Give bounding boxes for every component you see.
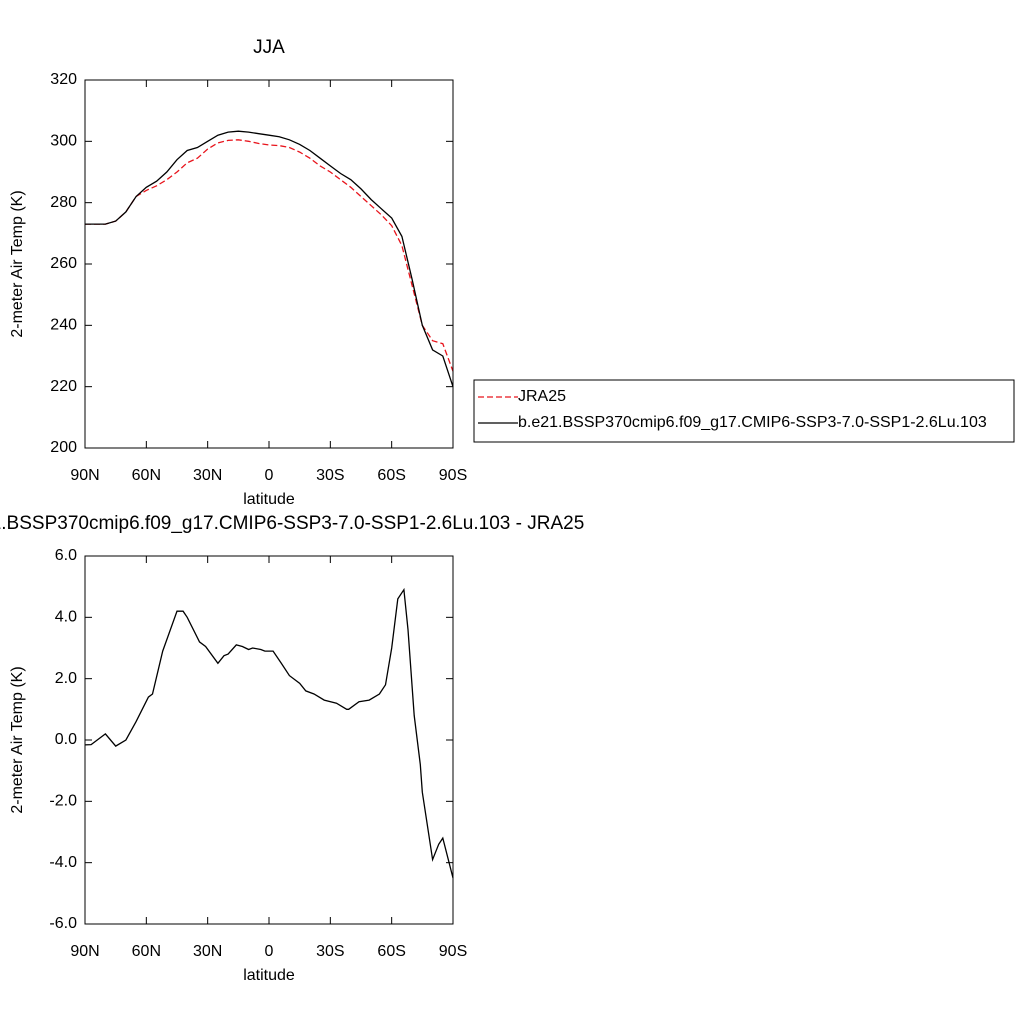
x-tick-label: 30S xyxy=(316,467,344,484)
x-tick-label: 60N xyxy=(132,467,161,484)
chart-title: b.e21.BSSP370cmip6.f09_g17.CMIP6-SSP3-7.… xyxy=(0,513,584,534)
y-tick-label: -4.0 xyxy=(49,854,77,871)
y-axis-label: 2-meter Air Temp (K) xyxy=(9,666,26,813)
x-tick-label: 0 xyxy=(265,467,274,484)
plot-frame xyxy=(84,79,454,449)
x-axis-label: latitude xyxy=(243,491,295,508)
legend-label: b.e21.BSSP370cmip6.f09_g17.CMIP6-SSP3-7.… xyxy=(518,414,987,431)
x-tick-label: 90S xyxy=(439,467,467,484)
y-tick-label: 320 xyxy=(50,71,77,88)
y-tick-label: 4.0 xyxy=(55,609,77,626)
data-line xyxy=(85,130,454,387)
y-tick-label: 6.0 xyxy=(55,547,77,564)
x-tick-label: 60S xyxy=(377,943,405,960)
x-tick-label: 60N xyxy=(132,943,161,960)
y-tick-label: -6.0 xyxy=(49,915,77,932)
x-tick-label: 30N xyxy=(193,943,222,960)
x-tick-label: 30N xyxy=(193,467,222,484)
chart-title: JJA xyxy=(253,37,285,58)
y-tick-label: 280 xyxy=(50,194,77,211)
y-tick-label: 260 xyxy=(50,255,77,272)
y-tick-label: 220 xyxy=(50,378,77,395)
y-tick-label: 0.0 xyxy=(55,731,77,748)
x-tick-label: 30S xyxy=(316,943,344,960)
x-tick-label: 90N xyxy=(70,467,99,484)
y-tick-label: 240 xyxy=(50,317,77,334)
plot-frame xyxy=(84,555,454,925)
data-line xyxy=(84,587,454,879)
data-line xyxy=(85,139,454,372)
x-tick-label: 90S xyxy=(439,943,467,960)
legend-label: JRA25 xyxy=(518,388,566,405)
x-tick-label: 90N xyxy=(70,943,99,960)
x-axis-label: latitude xyxy=(243,967,295,984)
y-axis-label: 2-meter Air Temp (K) xyxy=(9,190,26,337)
x-tick-label: 0 xyxy=(265,943,274,960)
y-tick-label: 2.0 xyxy=(55,670,77,687)
x-tick-label: 60S xyxy=(377,467,405,484)
legend-box xyxy=(473,379,1015,443)
y-tick-label: 300 xyxy=(50,133,77,150)
y-tick-label: 200 xyxy=(50,439,77,456)
y-tick-label: -2.0 xyxy=(49,793,77,810)
